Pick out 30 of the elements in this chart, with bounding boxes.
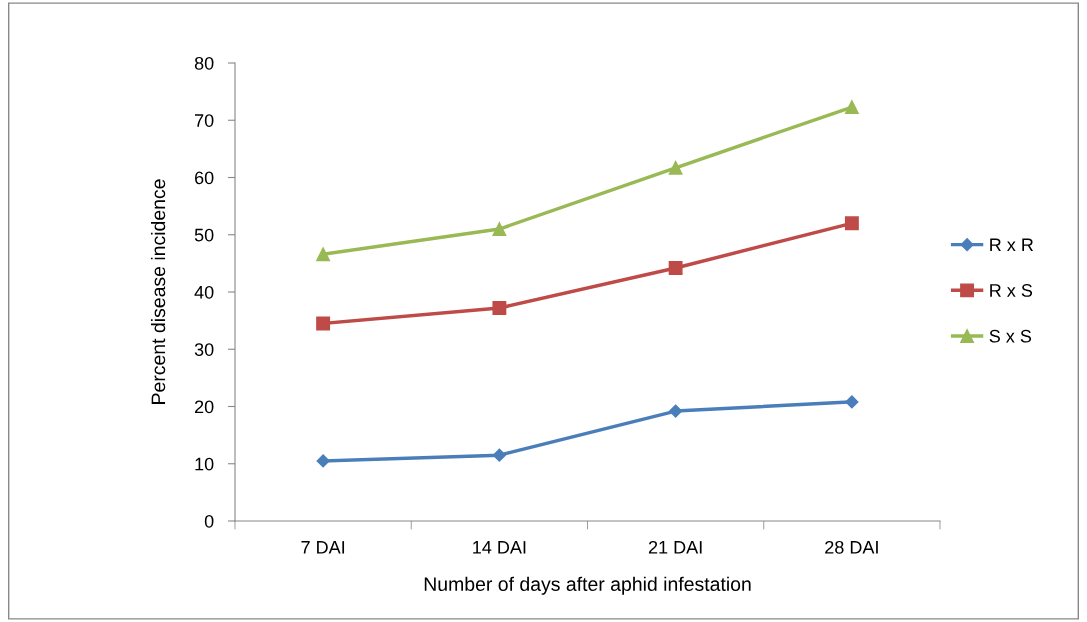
y-tick-label: 50: [194, 228, 214, 242]
x-axis-title: Number of days after aphid infestation: [424, 576, 751, 595]
point: [492, 301, 507, 315]
point: [845, 395, 859, 409]
y-axis-title: Percent disease incidence: [150, 179, 166, 404]
legend-label: R x S: [990, 284, 1033, 297]
y-tick-label: 80: [194, 56, 214, 70]
point: [669, 404, 683, 418]
x-tick-label: 14 DAI: [473, 541, 526, 554]
point: [668, 160, 683, 175]
point: [844, 216, 859, 231]
point: [492, 222, 507, 236]
y-tick-label: 40: [194, 285, 214, 299]
point: [316, 454, 330, 468]
x-tick-label: 21 DAI: [648, 540, 702, 554]
y-tick-label: 10: [195, 457, 214, 471]
point: [668, 261, 683, 275]
point: [844, 100, 859, 115]
point: [492, 448, 506, 462]
point: [316, 247, 331, 262]
point: [316, 316, 331, 331]
x-tick-label: 7 DAI: [301, 541, 345, 554]
y-tick-label: 60: [195, 171, 214, 185]
legend-label: R x R: [990, 238, 1034, 251]
y-tick-label: 30: [194, 343, 214, 356]
x-tick-label: 28 DAI: [825, 540, 878, 554]
y-tick-label: 20: [194, 400, 214, 414]
y-tick-label: 0: [204, 514, 214, 528]
y-tick-label: 70: [195, 114, 214, 127]
legend-label: S x S: [989, 329, 1032, 343]
